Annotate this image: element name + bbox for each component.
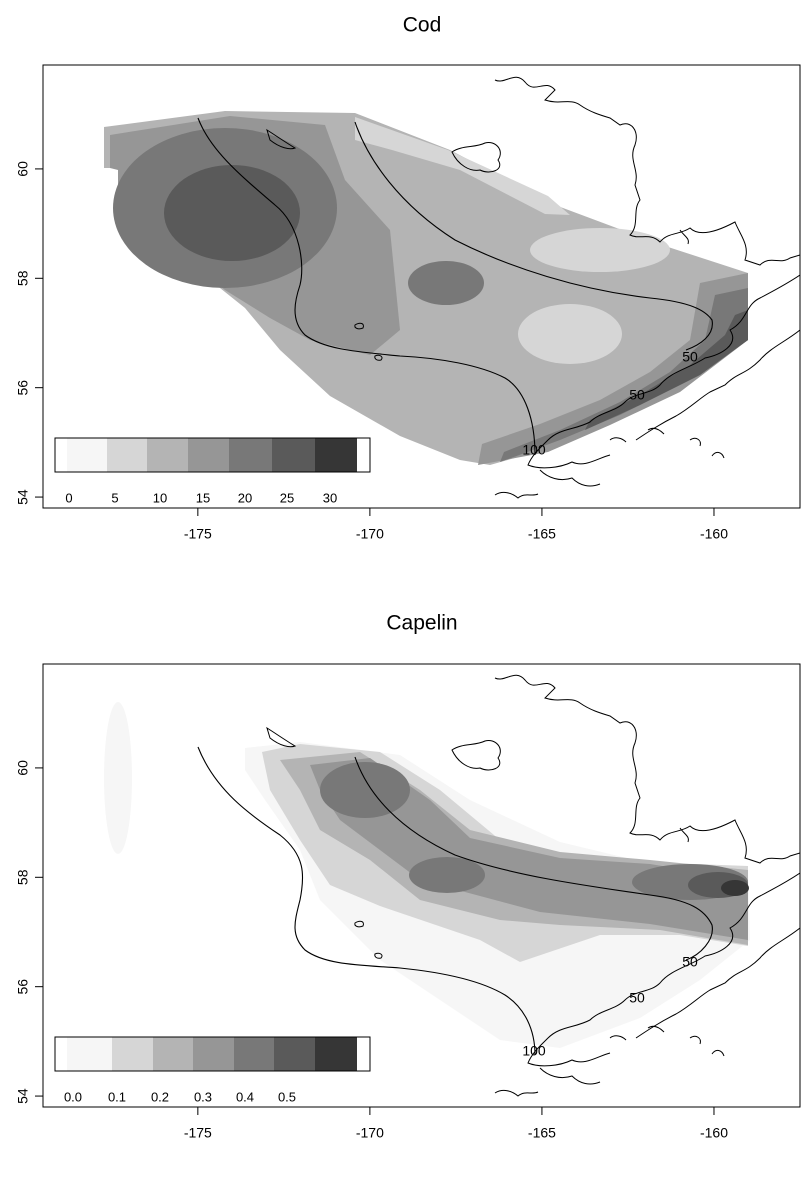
- legend-swatch: [67, 1037, 112, 1071]
- legend-label: 0.2: [151, 1089, 169, 1104]
- legend-swatch: [274, 1037, 315, 1071]
- x-tick-label: -160: [700, 1125, 728, 1141]
- contour-label: 100: [522, 442, 546, 458]
- legend-swatch: [315, 1037, 357, 1071]
- legend-label: 0.4: [236, 1089, 254, 1104]
- x-tick-label: -170: [356, 1125, 384, 1141]
- legend-swatch: [153, 1037, 193, 1071]
- capelin-panel: Capelin 50 50 100 0.0 0.1 0.2 0.3 0.4 0.5 -17…: [15, 612, 801, 1141]
- legend-swatch: [229, 438, 272, 472]
- cod-density-field: [104, 76, 800, 499]
- y-tick-label: 60: [15, 161, 31, 177]
- axes: -175 -170 -165 -160 54 56 58 60: [15, 161, 728, 542]
- legend-label: 0.3: [194, 1089, 212, 1104]
- legend-label: 10: [153, 490, 167, 505]
- legend: 0.0 0.1 0.2 0.3 0.4 0.5: [54, 1036, 371, 1104]
- y-tick-label: 54: [15, 1088, 31, 1104]
- chart-title: Cod: [403, 14, 442, 37]
- legend-label: 0: [65, 490, 72, 505]
- legend-frame: [54, 1036, 371, 1072]
- x-tick-label: -165: [528, 1125, 556, 1141]
- x-tick-label: -160: [700, 526, 728, 542]
- legend-frame: [54, 437, 371, 473]
- legend-label: 20: [238, 490, 252, 505]
- legend-label: 5: [111, 490, 118, 505]
- legend-label: 25: [280, 490, 294, 505]
- legend-label: 15: [196, 490, 210, 505]
- y-tick-label: 60: [15, 760, 31, 776]
- legend-swatch: [272, 438, 315, 472]
- y-tick-label: 54: [15, 489, 31, 505]
- depth-contours: [197, 746, 713, 1056]
- contour-label: 50: [629, 387, 645, 403]
- contour-label: 50: [682, 954, 698, 970]
- x-tick-label: -175: [184, 1125, 212, 1141]
- plot-frame: [42, 663, 801, 1108]
- legend-swatch: [315, 438, 357, 472]
- y-tick-label: 58: [15, 270, 31, 286]
- legend-label: 30: [323, 490, 337, 505]
- legend-swatch: [147, 438, 188, 472]
- legend-swatch: [234, 1037, 274, 1071]
- legend-label: 0.1: [108, 1089, 126, 1104]
- y-tick-label: 58: [15, 869, 31, 885]
- x-tick-label: -175: [184, 526, 212, 542]
- contour-label: 100: [522, 1043, 546, 1059]
- y-tick-label: 56: [15, 380, 31, 396]
- legend-label: 0.0: [64, 1089, 82, 1104]
- chart-title: Capelin: [386, 612, 457, 635]
- axes: -175 -170 -165 -160 54 56 58 60: [15, 760, 728, 1141]
- legend-label: 0.5: [278, 1089, 296, 1104]
- contour-label: 50: [629, 990, 645, 1006]
- depth-contours: [197, 117, 713, 456]
- capelin-density-field: [104, 674, 800, 1097]
- legend-swatch: [112, 1037, 153, 1071]
- x-tick-label: -170: [356, 526, 384, 542]
- contour-label: 50: [682, 349, 698, 365]
- legend-swatch: [193, 1037, 234, 1071]
- legend-swatch: [188, 438, 229, 472]
- y-tick-label: 56: [15, 979, 31, 995]
- x-tick-label: -165: [528, 526, 556, 542]
- plot-frame: [42, 64, 801, 509]
- legend: 0 5 10 15 20 25 30: [54, 437, 371, 505]
- legend-swatch: [107, 438, 147, 472]
- legend-swatch: [67, 438, 107, 472]
- cod-panel: Cod 50 50 100 0 5 10 15 20 25 30 -175 -170 -165-…: [15, 14, 801, 542]
